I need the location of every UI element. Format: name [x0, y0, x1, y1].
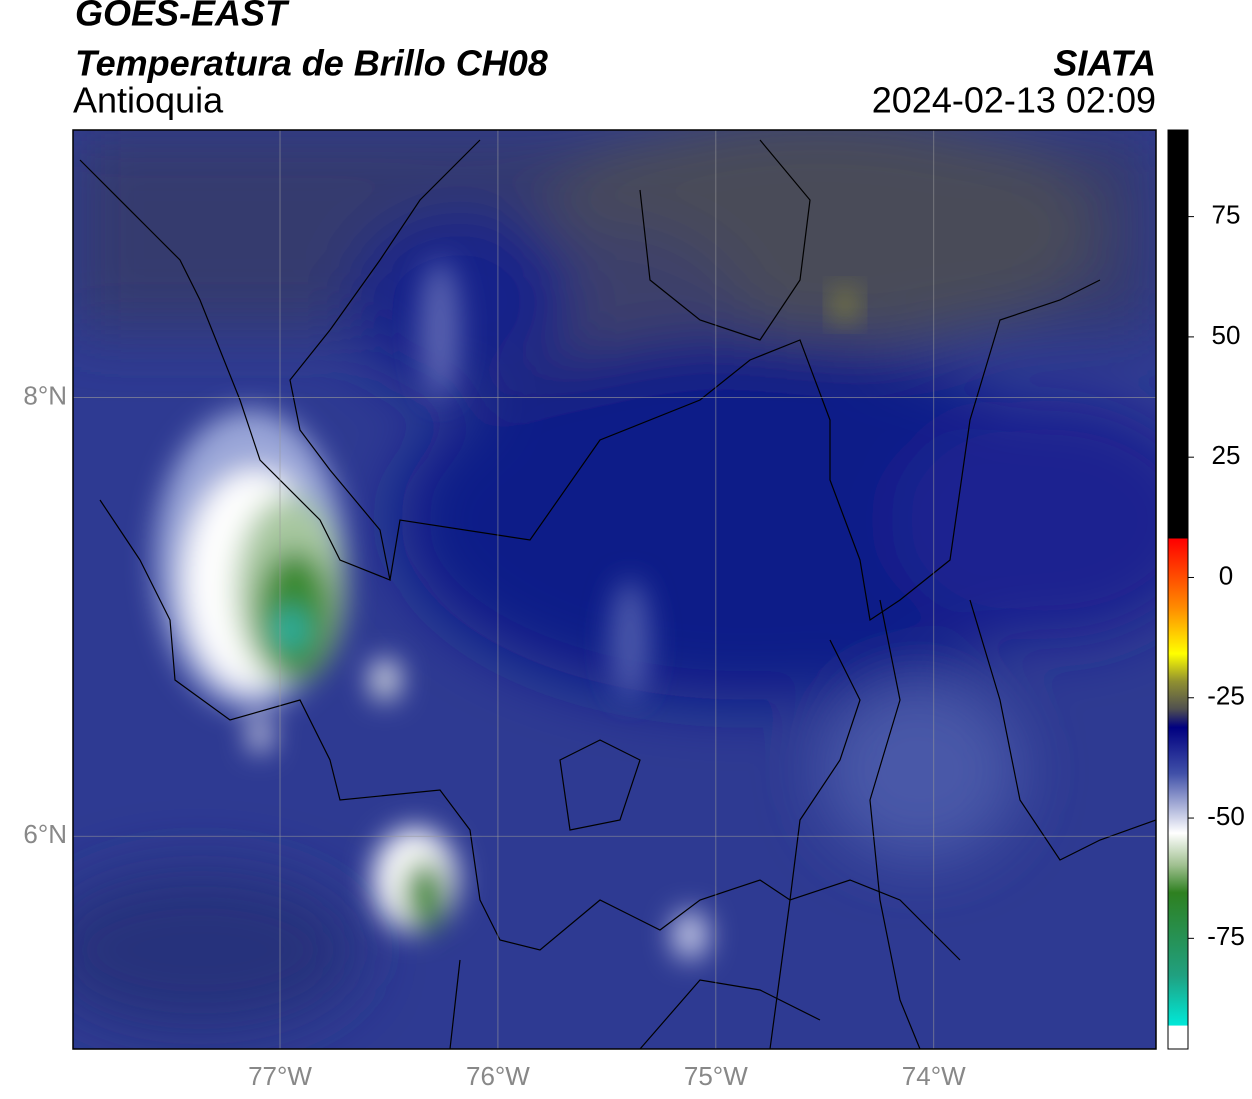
- colorbar-tick-label: 75: [1212, 199, 1241, 229]
- colorbar-tick-label: 0: [1219, 560, 1233, 590]
- colorbar-tick-label: 50: [1212, 320, 1241, 350]
- colorbar: [1167, 129, 1189, 1050]
- y-tick-label: 6°N: [23, 819, 67, 849]
- region: Antioquia: [73, 80, 224, 121]
- agency: SIATA: [1053, 43, 1156, 84]
- title: GOES-EAST: [75, 0, 290, 34]
- subtitle: Temperatura de Brillo CH08: [75, 43, 548, 84]
- colorbar-tick-label: -25: [1207, 681, 1245, 711]
- map-frame: [72, 129, 1157, 1050]
- datetime: 2024-02-13 02:09: [872, 80, 1156, 121]
- x-tick-label: 76°W: [466, 1061, 530, 1091]
- graticule: [73, 130, 1156, 1049]
- y-tick-label: 8°N: [23, 380, 67, 410]
- borders: [79, 139, 1156, 1049]
- colorbar-tick-label: 25: [1212, 440, 1241, 470]
- x-tick-label: 74°W: [902, 1061, 966, 1091]
- satellite-image: [73, 130, 1156, 1049]
- x-tick-label: 75°W: [684, 1061, 748, 1091]
- colorbar-tick-label: -50: [1207, 801, 1245, 831]
- colorbar-tick-label: -75: [1207, 921, 1245, 951]
- x-tick-label: 77°W: [248, 1061, 312, 1091]
